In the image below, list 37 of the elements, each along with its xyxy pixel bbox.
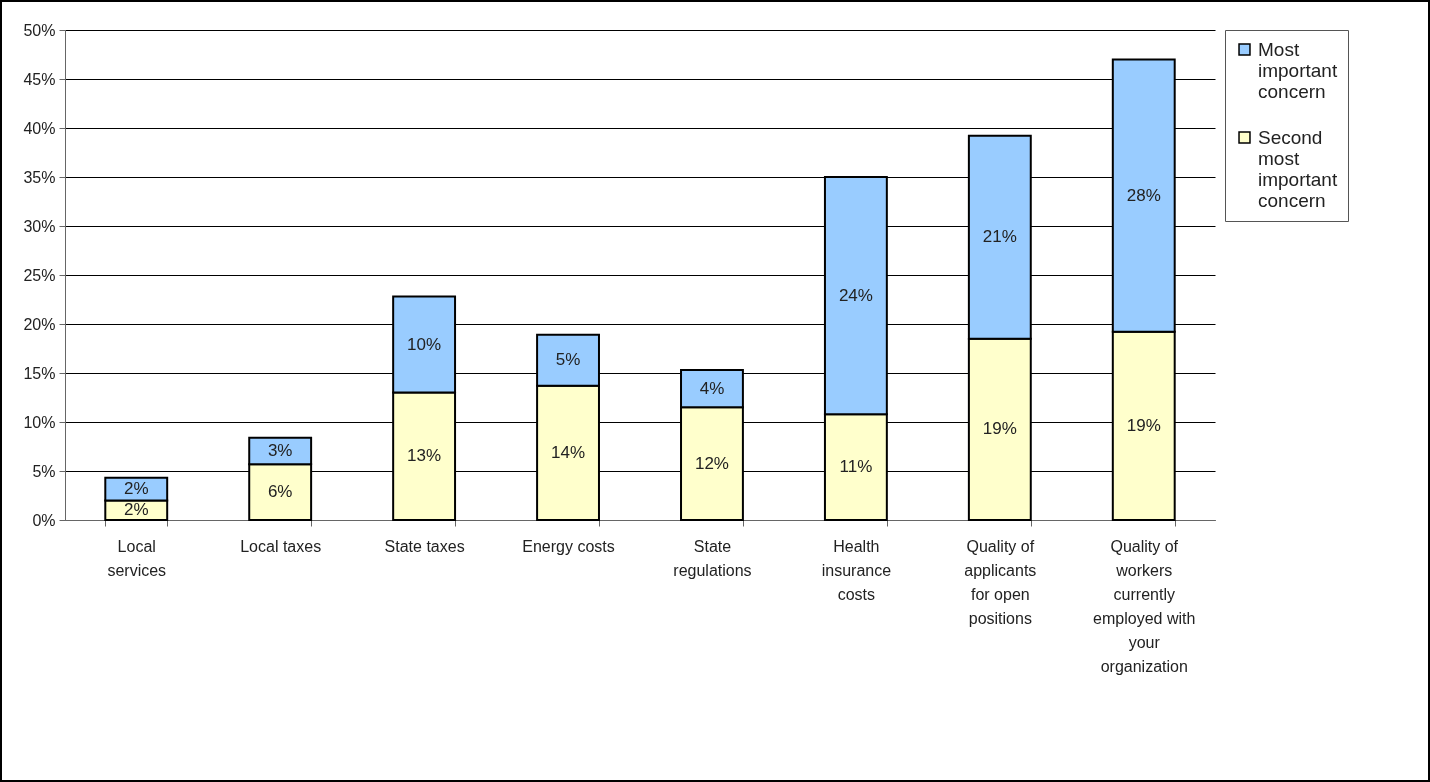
data-label: 4% <box>699 378 725 398</box>
data-label: 3% <box>267 440 293 460</box>
data-label: 19% <box>982 419 1017 439</box>
data-label: 10% <box>407 334 442 354</box>
legend-label: Most important concern <box>1258 38 1338 102</box>
x-tick-label: Quality of workers currently employed with your organization <box>1093 537 1196 675</box>
x-tick-label: Local taxes <box>240 537 322 555</box>
y-tick-label: 50% <box>23 21 56 39</box>
data-label: 5% <box>555 350 581 370</box>
data-label: 21% <box>982 227 1017 247</box>
y-tick-label: 5% <box>32 462 56 480</box>
data-label: 6% <box>267 482 293 502</box>
x-tick-label: Energy costs <box>522 537 615 555</box>
x-tick-label: State taxes <box>384 537 465 555</box>
y-tick-label: 35% <box>23 168 56 186</box>
x-tick-label: Quality of applicants for open positions <box>964 537 1037 627</box>
x-tick-label: State regulations <box>673 537 752 579</box>
y-tick-label: 30% <box>23 217 56 235</box>
data-label: 2% <box>123 479 149 499</box>
data-label: 24% <box>838 285 873 305</box>
y-tick-label: 15% <box>23 364 56 382</box>
y-tick-label: 20% <box>23 315 56 333</box>
legend-label: Second most important concern <box>1258 126 1338 211</box>
data-label: 12% <box>694 453 729 473</box>
data-label: 2% <box>123 500 149 520</box>
y-tick-label: 0% <box>32 511 56 529</box>
x-tick-label: Health insurance costs <box>821 537 892 603</box>
data-label: 28% <box>1126 185 1161 205</box>
data-label: 13% <box>407 446 442 466</box>
x-tick-label: Local services <box>107 537 167 579</box>
y-tick-label: 25% <box>23 266 56 284</box>
data-label: 19% <box>1126 415 1161 435</box>
y-tick-label: 10% <box>23 413 56 431</box>
y-tick-label: 40% <box>23 119 56 137</box>
data-label: 11% <box>839 457 873 477</box>
data-label: 14% <box>551 442 586 462</box>
y-tick-label: 45% <box>23 70 56 88</box>
